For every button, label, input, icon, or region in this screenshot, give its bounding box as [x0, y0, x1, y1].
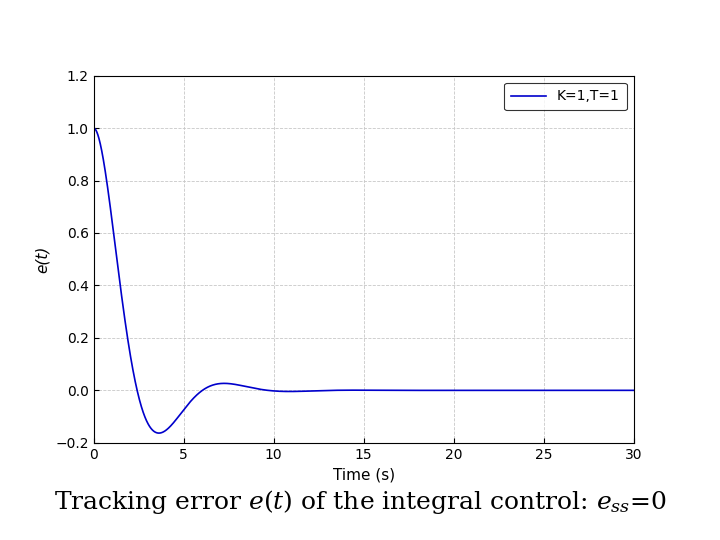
X-axis label: Time (s): Time (s) — [333, 467, 395, 482]
Y-axis label: e(t): e(t) — [35, 246, 50, 273]
Legend: K=1,T=1: K=1,T=1 — [504, 83, 626, 111]
Line: K=1,T=1: K=1,T=1 — [94, 128, 634, 433]
K=1,T=1 — [534, 387, 542, 394]
K=1,T=1 — [413, 387, 422, 394]
K=1,T=1 — [155, 430, 163, 436]
K=1,T=1 — [492, 387, 501, 394]
K=1,T=1 — [441, 387, 449, 394]
K=1,T=1 — [89, 125, 98, 131]
Text: Tracking error $e(t)$ of the integral control: $e_{ss}$=0: Tracking error $e(t)$ of the integral co… — [54, 488, 666, 516]
K=1,T=1 — [187, 397, 196, 403]
K=1,T=1 — [296, 388, 305, 395]
K=1,T=1 — [629, 387, 638, 394]
